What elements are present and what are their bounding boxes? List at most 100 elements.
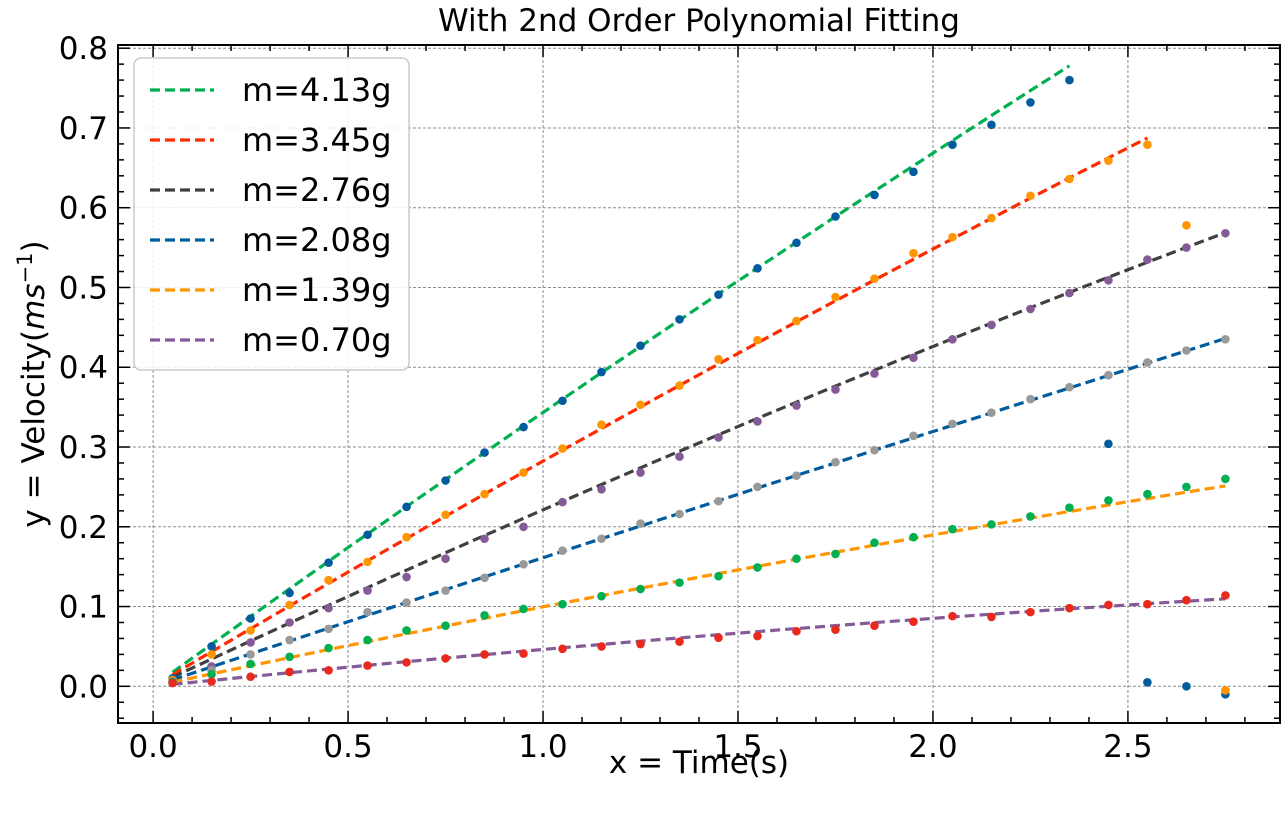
y-axis-title-unit: ms [16, 283, 52, 329]
data-point [714, 496, 723, 506]
fit-line [172, 597, 1226, 686]
data-point [636, 584, 645, 594]
data-point [363, 586, 372, 595]
data-point [1104, 156, 1113, 165]
data-point [831, 292, 840, 302]
data-point [792, 626, 801, 636]
data-point [1182, 220, 1191, 230]
data-point [441, 621, 450, 630]
data-point [363, 635, 372, 645]
data-point [402, 626, 411, 635]
data-point [1182, 482, 1191, 492]
data-point [363, 557, 372, 567]
data-point [636, 341, 645, 351]
data-point [480, 534, 489, 544]
y-tick-label: 0.4 [59, 350, 108, 386]
data-point [480, 489, 489, 499]
data-point [675, 637, 684, 646]
data-point [792, 401, 801, 410]
data-point [558, 396, 567, 406]
data-point [480, 611, 489, 620]
data-point [597, 642, 606, 651]
data-point [285, 652, 294, 662]
data-point [1104, 439, 1113, 449]
data-point [519, 522, 528, 532]
data-point [948, 524, 957, 534]
data-point [519, 604, 528, 614]
data-point [1065, 288, 1074, 298]
data-point [636, 468, 645, 477]
x-tick-label: 0.0 [128, 729, 177, 765]
data-point [558, 644, 567, 654]
data-point [1221, 685, 1230, 695]
data-point [1143, 358, 1152, 367]
data-point [948, 419, 957, 429]
data-point [1065, 174, 1074, 184]
data-point [753, 264, 762, 273]
data-point [675, 315, 684, 324]
data-point [324, 575, 333, 585]
data-point [753, 563, 762, 572]
data-point [1104, 370, 1113, 380]
data-point [792, 554, 801, 563]
data-point [1221, 474, 1230, 484]
data-point [285, 588, 294, 598]
data-point [1221, 335, 1230, 344]
data-point [1221, 591, 1230, 600]
data-point [987, 612, 996, 622]
x-tick-label: 2.0 [908, 729, 957, 765]
data-point [636, 519, 645, 528]
data-point [987, 520, 996, 529]
data-point [792, 238, 801, 248]
data-point [480, 573, 489, 583]
x-axis-title: x = Time(s) [609, 745, 789, 781]
data-point [519, 649, 528, 658]
data-point [1026, 512, 1035, 521]
x-tick-label: 1.5 [713, 729, 762, 765]
fit-line [171, 231, 1226, 679]
data-point [1143, 140, 1152, 150]
data-point [441, 586, 450, 595]
y-tick-label: 0.8 [59, 31, 108, 67]
data-point [207, 650, 216, 659]
y-axis-title: y = Velocity(ms−1) [13, 240, 52, 527]
legend-label: m=3.45g [242, 121, 392, 159]
fit-line [171, 136, 1149, 677]
fit-line [172, 336, 1226, 682]
y-tick-label: 0.5 [59, 270, 108, 306]
data-point [1104, 496, 1113, 505]
data-point [597, 591, 606, 601]
data-point [1143, 599, 1152, 609]
data-point [285, 600, 294, 610]
data-point [519, 422, 528, 432]
data-point [1182, 682, 1191, 691]
data-point [1026, 304, 1035, 314]
data-point [558, 599, 567, 609]
chart-title: With 2nd Order Polynomial Fitting [438, 3, 960, 39]
data-point [792, 316, 801, 326]
data-point [1143, 678, 1152, 687]
data-point [246, 659, 255, 669]
data-point [246, 626, 255, 635]
data-point [1143, 255, 1152, 264]
data-point [597, 420, 606, 429]
data-point [207, 642, 216, 651]
data-point [1065, 382, 1074, 392]
data-point [675, 578, 684, 587]
data-point [402, 598, 411, 607]
data-point [675, 381, 684, 390]
legend-label: m=1.39g [242, 271, 392, 309]
data-point [870, 369, 879, 378]
data-point [948, 335, 957, 344]
data-point [519, 559, 528, 569]
legend-label: m=4.13g [242, 71, 392, 109]
data-point [948, 232, 957, 242]
data-point [753, 335, 762, 345]
data-point [831, 549, 840, 559]
data-point [870, 274, 879, 284]
data-point [324, 558, 333, 567]
data-point [402, 532, 411, 542]
data-point [441, 554, 450, 563]
data-point [753, 631, 762, 641]
data-point [948, 140, 957, 150]
